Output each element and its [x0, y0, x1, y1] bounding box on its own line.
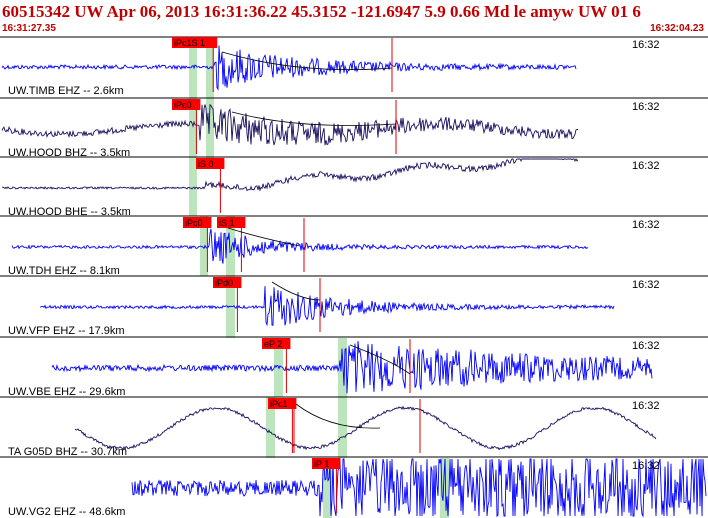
- pick-marker[interactable]: [268, 398, 297, 409]
- model-curve: [295, 403, 381, 429]
- station-label: UW.HOOD BHZ -- 3.5km: [8, 147, 130, 159]
- analysis-window-6: [323, 458, 332, 518]
- pick-label: eP 2: [264, 339, 282, 349]
- event-title: 60515342 UW Apr 06, 2013 16:31:36.22 45.…: [2, 2, 641, 21]
- model-curve: [349, 344, 411, 375]
- header-bar: 60515342 UW Apr 06, 2013 16:31:36.22 45.…: [0, 0, 708, 36]
- pick-marker[interactable]: [183, 217, 212, 228]
- pick-label: iPd0: [215, 278, 233, 288]
- station-label: UW.HOOD BHE -- 3.5km: [8, 206, 131, 218]
- pick-label: iPc1: [270, 399, 288, 409]
- seismic-trace: [131, 458, 707, 518]
- station-label: UW.TDH EHZ -- 8.1km: [8, 265, 120, 277]
- trace-time: 16:32: [632, 160, 660, 172]
- analysis-window-8: [266, 397, 275, 458]
- seismic-trace: [39, 286, 615, 327]
- station-label: UW.TIMB EHZ -- 2.6km: [8, 85, 124, 97]
- seismic-trace: [11, 228, 589, 264]
- pick-marker[interactable]: [172, 99, 201, 110]
- trace-time: 16:32: [632, 39, 660, 51]
- pick-label: iPc0: [174, 100, 192, 110]
- station-label: UW.VFP EHZ -- 17.9km: [8, 325, 125, 337]
- pick-marker[interactable]: [217, 217, 246, 228]
- pick-marker[interactable]: [172, 37, 218, 48]
- pick-label: iPc0: [185, 218, 203, 228]
- pick-marker[interactable]: [312, 458, 341, 469]
- seismic-trace: [1, 45, 577, 91]
- trace-time: 16:32: [632, 219, 660, 231]
- pick-marker[interactable]: [213, 277, 242, 288]
- analysis-window-5: [338, 338, 347, 458]
- station-label: TA G05D BHZ -- 30.7km: [8, 446, 127, 458]
- pick-label: iPc1S 1: [174, 38, 205, 48]
- station-label: UW.VG2 EHZ -- 48.6km: [8, 506, 125, 518]
- analysis-window-7: [440, 458, 449, 518]
- pick-label: iP 1: [314, 459, 329, 469]
- seismic-trace: [1, 104, 578, 146]
- trace-time: 16:32: [632, 340, 660, 352]
- seismic-trace: [74, 405, 657, 451]
- model-curve: [221, 51, 393, 71]
- model-curve: [227, 227, 301, 247]
- pick-marker[interactable]: [196, 158, 225, 169]
- analysis-window-1: [206, 38, 214, 160]
- trace-time: 16:32: [632, 460, 660, 472]
- pick-label: iS 1: [219, 218, 235, 228]
- pick-marker[interactable]: [262, 338, 291, 349]
- end-time: 16:32:04.23: [650, 23, 704, 34]
- trace-time: 16:32: [632, 101, 660, 113]
- pick-label: iS 0: [198, 159, 214, 169]
- start-time: 16:31:27.35: [2, 23, 56, 34]
- model-curve: [271, 281, 321, 301]
- trace-time: 16:32: [632, 279, 660, 291]
- model-curve: [231, 111, 397, 126]
- seismic-trace: [51, 341, 653, 394]
- seismic-trace: [2, 158, 579, 192]
- analysis-window-2: [200, 216, 208, 276]
- station-label: UW.VBE EHZ -- 29.6km: [8, 386, 125, 398]
- trace-time: 16:32: [632, 400, 660, 412]
